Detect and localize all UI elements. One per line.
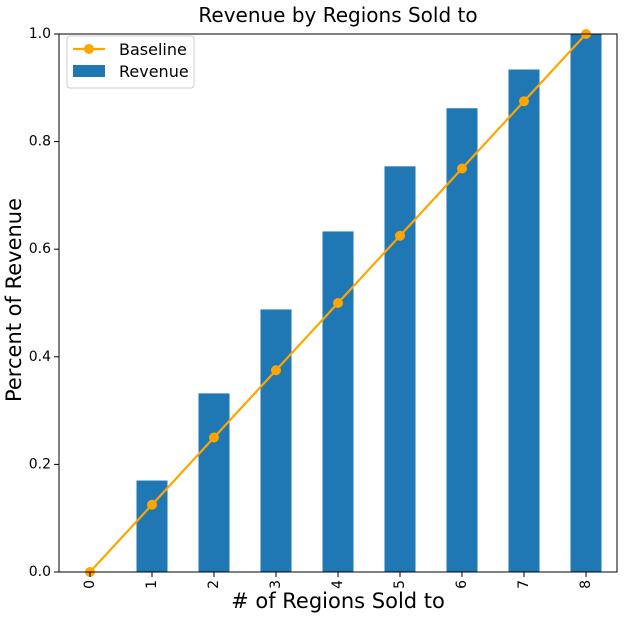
bar-7 [508,69,540,573]
baseline-point-5 [395,230,405,241]
bar-8 [570,34,602,572]
x-ticks: 0 1 2 3 4 5 6 7 8 [82,572,594,589]
x-tick-label-4: 4 [330,580,346,589]
y-axis-title: Percent of Revenue [2,198,26,402]
x-tick-label-7: 7 [516,580,532,589]
bar-4 [322,231,354,573]
y-tick-label-1.0: 1.0 [29,26,51,42]
x-tick-label-0: 0 [82,580,98,589]
baseline-point-6 [457,163,467,174]
bar-2 [198,393,230,572]
y-tick-label-0.2: 0.2 [29,456,51,472]
baseline-point-3 [271,365,281,376]
x-tick-label-6: 6 [454,580,470,589]
legend-baseline-label: Baseline [119,40,187,59]
x-tick-label-1: 1 [144,580,160,589]
baseline-point-4 [333,298,343,308]
baseline-point-2 [209,432,219,443]
legend: Baseline Revenue [66,35,195,89]
bar-6 [446,108,478,572]
legend-baseline-swatch-marker [84,44,94,54]
bars-layer [136,34,602,573]
legend-revenue-label: Revenue [119,62,189,81]
bar-1 [136,480,168,572]
baseline-point-7 [519,96,529,107]
bar-3 [260,309,292,572]
y-tick-label-0.4: 0.4 [29,349,51,365]
y-tick-label-0.0: 0.0 [29,564,51,580]
y-tick-label-0.6: 0.6 [29,241,51,257]
x-tick-label-3: 3 [268,580,284,589]
legend-revenue-swatch [73,65,105,77]
chart-title: Revenue by Regions Sold to [198,3,477,27]
baseline-point-1 [147,499,157,510]
bar-5 [384,166,416,572]
x-tick-label-2: 2 [206,580,222,589]
y-tick-label-0.8: 0.8 [29,134,51,150]
x-tick-label-8: 8 [578,580,594,589]
x-tick-label-5: 5 [392,580,408,589]
y-ticks: 0.0 0.2 0.4 0.6 0.8 1.0 [29,26,59,580]
x-axis-title: # of Regions Sold to [231,589,445,613]
